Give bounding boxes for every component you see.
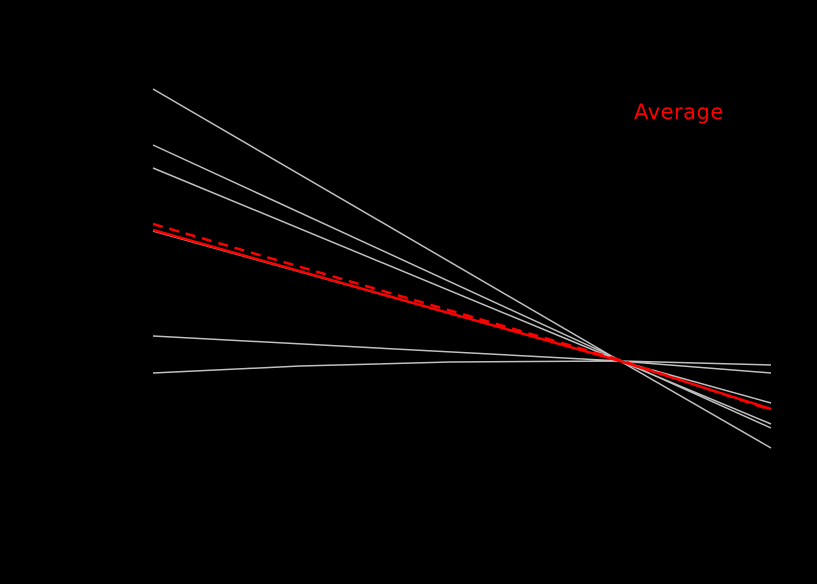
legend-average-label: Average bbox=[634, 100, 724, 124]
series-line-individual-6 bbox=[152, 360, 772, 374]
series-line-average-fitted bbox=[152, 228, 772, 411]
series-line-average-dashed bbox=[152, 222, 772, 412]
series-layer bbox=[152, 88, 772, 449]
